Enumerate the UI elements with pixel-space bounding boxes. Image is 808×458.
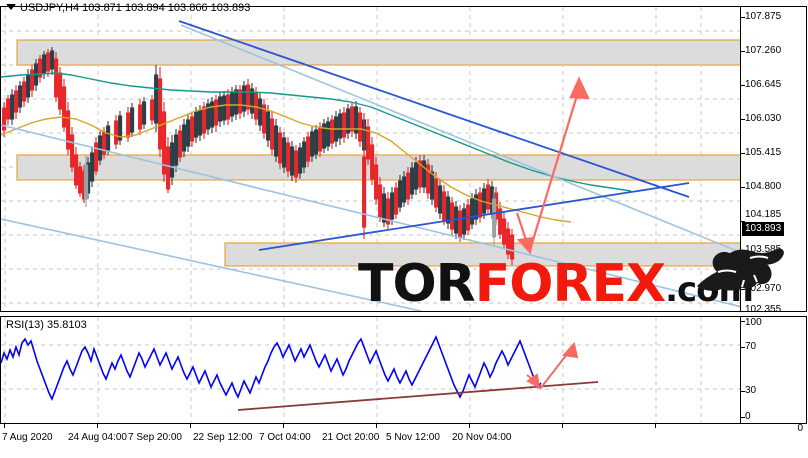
rsi-gridlines <box>1 317 740 423</box>
symbol-header-text: USDJPY,H4 103.871 103.894 103.866 103.89… <box>20 2 251 14</box>
price-tick: 106.030 <box>745 113 782 124</box>
price-tick: 106.645 <box>745 79 782 90</box>
x-axis-label: 7 Aug 2020 <box>2 432 53 443</box>
zone-upper <box>16 39 740 66</box>
candlestick-series <box>2 47 515 265</box>
bull-icon <box>697 248 784 291</box>
rsi-indicator-panel[interactable]: 100 70 30 0 <box>0 316 807 424</box>
ma-gold-line <box>1 104 572 223</box>
x-axis-label: 7 Oct 04:00 <box>259 432 311 443</box>
forecast-up-arrowhead <box>569 76 590 100</box>
x-axis: 7 Aug 2020 24 Aug 04:00 7 Sep 20:00 22 S… <box>0 423 807 458</box>
rsi-trendline <box>237 381 599 411</box>
rsi-tick: 0 <box>745 411 751 422</box>
rsi-tick: 70 <box>745 341 757 352</box>
rsi-y-axis: 100 70 30 0 <box>740 317 806 423</box>
price-tick: 104.185 <box>745 209 782 220</box>
price-chart-panel[interactable]: 107.875 107.260 106.645 106.030 105.415 … <box>0 6 807 315</box>
rsi-plot-svg <box>1 317 740 423</box>
current-price-label: 103.893 <box>742 222 785 236</box>
ma-teal-line <box>1 72 632 192</box>
watermark-tor: TOR <box>358 254 476 314</box>
rsi-forecast-arrows <box>526 341 579 390</box>
price-tick: 102.970 <box>745 283 782 294</box>
forecast-arrows <box>515 76 590 255</box>
rsi-tick: 100 <box>745 317 762 328</box>
price-plot-area[interactable] <box>1 7 740 311</box>
x-axis-label: 7 Sep 20:00 <box>128 432 182 443</box>
price-tick: 107.260 <box>745 45 782 56</box>
rsi-header: RSI(13) 35.8103 <box>6 319 87 331</box>
forecast-up-leg <box>528 91 580 251</box>
triangle-down-icon[interactable] <box>6 4 16 11</box>
supply-demand-zones <box>16 39 740 267</box>
lightblue-trendlines <box>1 24 740 311</box>
x-axis-label: 24 Aug 04:00 <box>68 432 127 443</box>
price-tick: 105.415 <box>745 147 782 158</box>
x-axis-label: 5 Nov 12:00 <box>386 432 440 443</box>
price-y-axis: 107.875 107.260 106.645 106.030 105.415 … <box>740 7 806 315</box>
price-tick: 103.585 <box>745 244 782 255</box>
rsi-tick: 30 <box>745 385 757 396</box>
torforex-watermark: TORFOREX.com <box>358 258 754 316</box>
price-tick: 102.355 <box>745 304 782 315</box>
watermark-forex: FOREX <box>474 254 666 314</box>
x-axis-label: 22 Sep 12:00 <box>193 432 253 443</box>
blue-trendlines <box>178 20 690 251</box>
symbol-header[interactable]: USDJPY,H4 103.871 103.894 103.866 103.89… <box>6 2 250 14</box>
x-axis-label: 20 Nov 04:00 <box>452 432 512 443</box>
rsi-line <box>1 335 542 401</box>
x-axis-label: 21 Oct 20:00 <box>322 432 380 443</box>
rsi-plot-area[interactable] <box>1 317 740 423</box>
price-tick: 107.875 <box>745 11 782 22</box>
x-axis-zero-label: 0 <box>797 423 803 434</box>
price-plot-svg <box>1 7 740 311</box>
price-tick: 104.800 <box>745 181 782 192</box>
